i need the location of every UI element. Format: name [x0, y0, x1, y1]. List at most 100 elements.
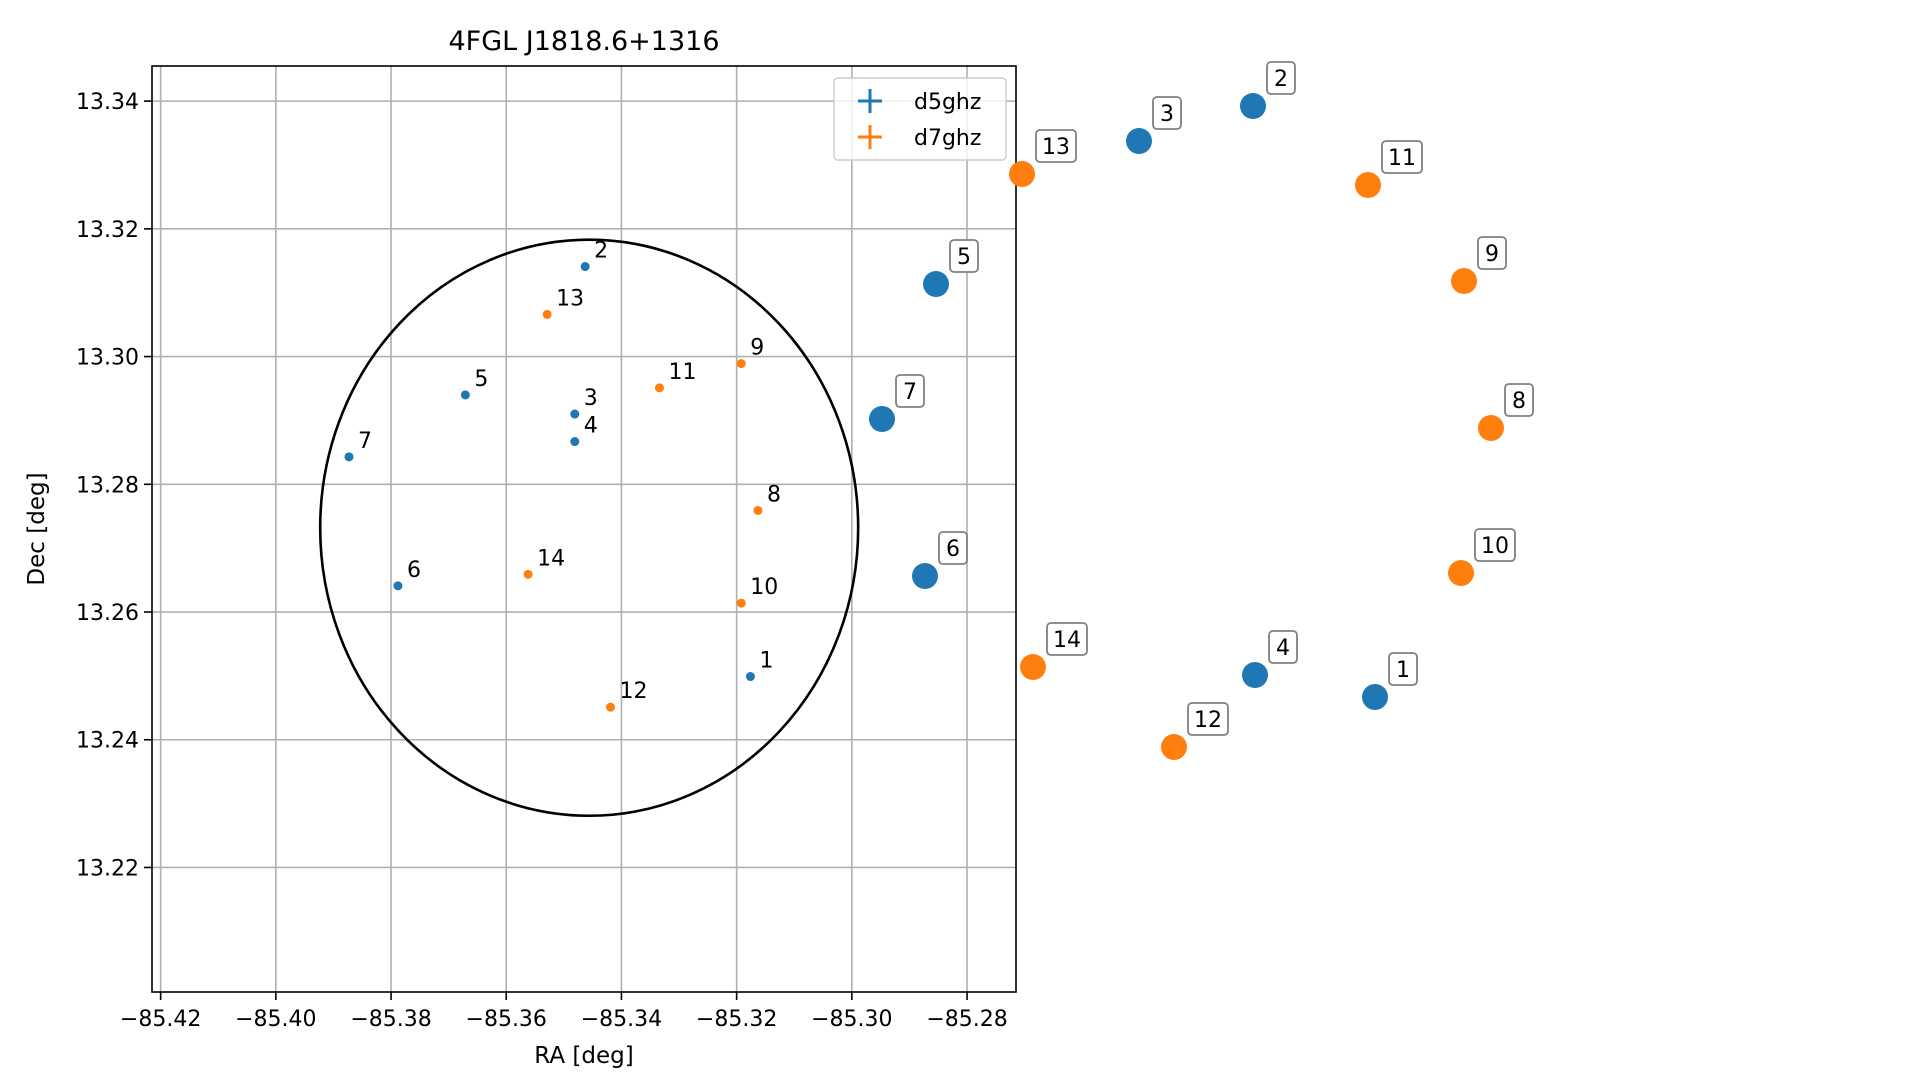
y-axis-label: Dec [deg] [24, 472, 50, 585]
marker-label: 12 [1194, 708, 1222, 733]
marker-d7ghz [1451, 268, 1477, 294]
label-box [1046, 622, 1088, 656]
error-ellipse [318, 238, 860, 818]
marker-label: 6 [946, 537, 960, 562]
label-box [895, 374, 925, 408]
x-tick-label: −85.40 [235, 1007, 316, 1032]
point-label: 10 [750, 575, 778, 600]
y-tick-label: 13.28 [76, 473, 139, 498]
marker-d7ghz [1161, 734, 1187, 760]
data-point-d5ghz [570, 409, 580, 419]
data-point-d5ghz [393, 581, 403, 591]
legend-box [833, 77, 1007, 161]
marker-d7ghz [1448, 560, 1474, 586]
y-tick-label: 13.32 [76, 218, 139, 243]
marker-d5ghz [869, 406, 895, 432]
x-tick-label: −85.42 [120, 1007, 201, 1032]
point-label: 1 [759, 649, 773, 674]
marker-label: 13 [1042, 135, 1070, 160]
point-label: 11 [668, 360, 696, 385]
marker-d5ghz [1242, 662, 1268, 688]
point-label: 2 [594, 239, 608, 264]
data-point-d7ghz [542, 309, 552, 319]
data-point-d5ghz [580, 262, 590, 272]
x-tick-label: −85.38 [350, 1007, 431, 1032]
marker-label: 7 [903, 380, 917, 405]
x-axis-label: RA [deg] [534, 1043, 633, 1069]
marker-label: 11 [1388, 146, 1416, 171]
marker-d5ghz [923, 271, 949, 297]
x-tick-label: −85.36 [466, 1007, 547, 1032]
axes-frame [151, 65, 1017, 993]
label-box [1388, 652, 1418, 686]
point-label: 13 [556, 286, 584, 311]
point-label: 6 [407, 558, 421, 583]
y-tick-label: 13.22 [76, 856, 139, 881]
y-tick-label: 13.26 [76, 601, 139, 626]
marker-d7ghz [1478, 415, 1504, 441]
label-box [1152, 96, 1182, 130]
marker-label: 14 [1053, 628, 1081, 653]
label-box [1266, 61, 1296, 95]
y-tick-label: 13.34 [76, 90, 139, 115]
label-box [1187, 702, 1229, 736]
data-point-d5ghz [460, 390, 470, 400]
marker-label: 4 [1276, 636, 1290, 661]
marker-label: 2 [1274, 67, 1288, 92]
data-point-d7ghz [736, 359, 746, 369]
label-box [949, 239, 979, 273]
legend: d5ghz d7ghz [833, 77, 1007, 161]
ellipse-layer [318, 238, 860, 818]
legend-label: d5ghz [914, 90, 981, 115]
marker-d7ghz [1020, 654, 1046, 680]
ticks-layer: −85.42 −85.40 −85.38 −85.36 −85.34 −85.32 −85.… [76, 90, 1008, 1032]
label-box [1035, 129, 1077, 163]
label-box [938, 531, 968, 565]
x-tick-label: −85.28 [926, 1007, 1007, 1032]
data-point-d7ghz [736, 598, 746, 608]
point-label: 3 [584, 386, 598, 411]
data-point-d7ghz [523, 569, 533, 579]
x-tick-label: −85.34 [581, 1007, 662, 1032]
marker-label: 8 [1512, 389, 1526, 414]
marker-d5ghz [912, 563, 938, 589]
marker-label: 9 [1485, 242, 1499, 267]
marker-d7ghz [1009, 161, 1035, 187]
marker-label: 10 [1481, 534, 1509, 559]
label-box [1477, 236, 1507, 270]
data-point-d5ghz [344, 452, 354, 462]
marker-d5ghz [1362, 684, 1388, 710]
point-label: 9 [750, 336, 764, 361]
point-label: 7 [358, 429, 372, 454]
marker-d7ghz [1355, 172, 1381, 198]
point-label: 5 [474, 367, 488, 392]
marker-d5ghz [1126, 128, 1152, 154]
marker-label: 5 [957, 245, 971, 270]
label-box [1381, 140, 1423, 174]
data-point-d7ghz [654, 383, 664, 393]
label-box [1504, 383, 1534, 417]
grid [152, 66, 1016, 992]
point-label: 8 [767, 482, 781, 507]
data-point-d5ghz [570, 437, 580, 447]
marker-label: 1 [1396, 658, 1410, 683]
label-box [1268, 630, 1298, 664]
x-tick-label: −85.32 [696, 1007, 777, 1032]
x-tick-label: −85.30 [811, 1007, 892, 1032]
y-tick-label: 13.30 [76, 346, 139, 371]
point-label: 14 [537, 546, 565, 571]
marker-label: 3 [1160, 102, 1174, 127]
data-point-d7ghz [605, 702, 615, 712]
chart-title: 4FGL J1818.6+1316 [448, 26, 719, 57]
point-label: 12 [619, 679, 647, 704]
marker-d5ghz [1240, 93, 1266, 119]
data-point-d5ghz [745, 672, 755, 682]
data-point-d7ghz [753, 505, 763, 515]
point-label: 4 [584, 414, 598, 439]
label-box [1474, 528, 1516, 562]
legend-label: d7ghz [914, 126, 981, 151]
